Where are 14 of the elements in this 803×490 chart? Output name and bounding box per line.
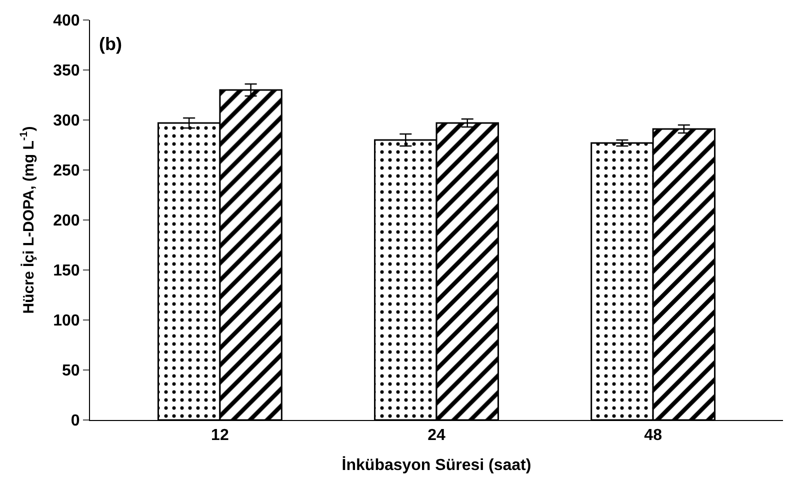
x-tick-label: 48 <box>644 427 662 444</box>
y-tick-label: 150 <box>53 262 80 280</box>
y-tick-label: 100 <box>53 312 80 330</box>
y-tick-label: 0 <box>70 412 80 430</box>
annotation: (b) <box>99 34 122 54</box>
x-tick-label: 12 <box>211 427 229 444</box>
y-tick-label: 250 <box>53 162 80 180</box>
x-axis-title: İnkübasyon Süresi (saat) <box>342 456 532 474</box>
y-tick-label: 300 <box>53 112 80 130</box>
y-tick-label: 400 <box>53 12 80 30</box>
y-tick-label: 200 <box>53 212 80 230</box>
y-tick-label: 50 <box>62 362 80 380</box>
y-tick-label: 350 <box>53 62 80 80</box>
x-tick-label: 24 <box>428 427 446 444</box>
